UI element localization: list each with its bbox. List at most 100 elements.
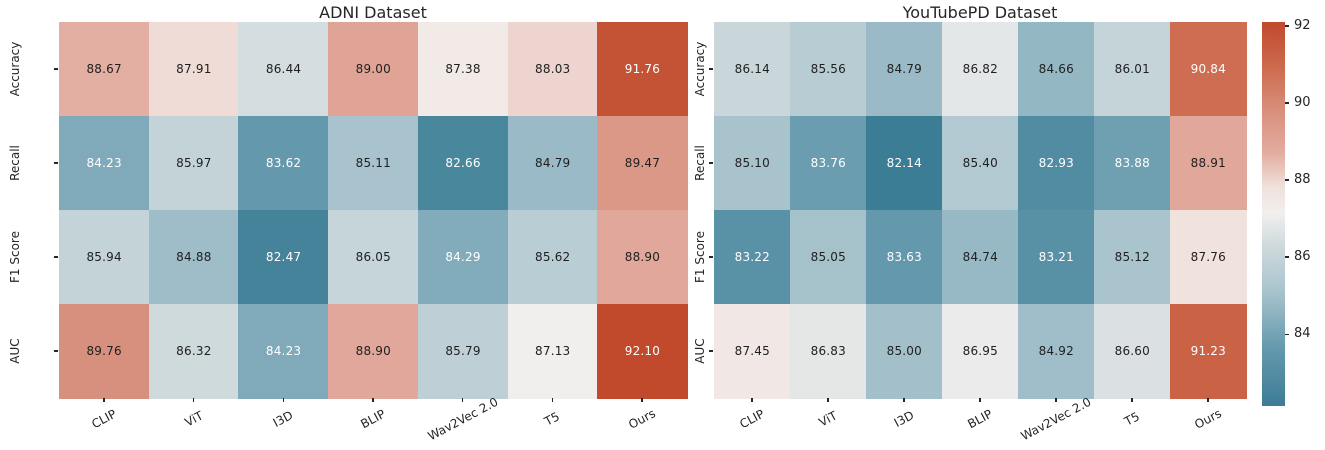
- cell-value: 83.63: [886, 250, 922, 265]
- x-axis-tick: [1131, 398, 1133, 402]
- colorbar-tick: [1285, 179, 1289, 181]
- heatmap-cell: 82.93: [1018, 116, 1095, 211]
- cell-value: 82.14: [886, 156, 922, 171]
- y-axis-tick: [709, 68, 713, 70]
- cell-value: 85.11: [355, 156, 391, 171]
- heatmap-cell: 87.13: [507, 304, 598, 399]
- col-label: ViT: [816, 408, 840, 430]
- row-label: F1 Score: [8, 231, 22, 283]
- left-chart-title: ADNI Dataset: [319, 3, 427, 22]
- heatmap-cell: 84.74: [942, 210, 1019, 305]
- x-axis-tick: [641, 398, 643, 402]
- x-axis-tick: [827, 398, 829, 402]
- heatmap-cell: 86.14: [714, 22, 791, 117]
- cell-value: 85.05: [810, 250, 846, 265]
- heatmap-cell: 84.79: [866, 22, 943, 117]
- cell-value: 89.47: [624, 156, 661, 171]
- heatmap-cell: 92.10: [597, 304, 688, 399]
- row-label: Recall: [693, 145, 707, 181]
- heatmap-cell: 85.05: [790, 210, 867, 305]
- heatmap-cell: 84.92: [1018, 304, 1095, 399]
- row-label: Accuracy: [8, 41, 22, 97]
- col-label: BLIP: [965, 406, 995, 432]
- heatmap-cell: 89.76: [59, 304, 150, 399]
- cell-value: 85.97: [176, 156, 212, 171]
- colorbar-tick: [1285, 25, 1289, 27]
- cell-value: 87.76: [1190, 250, 1226, 265]
- heatmap-cell: 85.00: [866, 304, 943, 399]
- col-label: T5: [1122, 409, 1142, 429]
- x-axis-tick: [903, 398, 905, 402]
- heatmap-cell: 86.95: [942, 304, 1019, 399]
- cell-value: 91.23: [1190, 344, 1226, 359]
- heatmap-cell: 91.76: [597, 22, 688, 117]
- heatmap-cell: 90.84: [1170, 22, 1247, 117]
- heatmap-cell: 88.03: [507, 22, 598, 117]
- cell-value: 86.32: [176, 344, 212, 359]
- heatmap-cell: 85.97: [148, 116, 240, 211]
- heatmap-cell: 85.12: [1094, 210, 1171, 305]
- cell-value: 85.94: [86, 250, 122, 265]
- x-axis-tick: [1207, 398, 1209, 402]
- col-label: CLIP: [89, 406, 119, 432]
- row-label: Accuracy: [693, 41, 707, 97]
- cell-value: 82.47: [265, 250, 302, 265]
- heatmap-cell: 83.21: [1018, 210, 1095, 305]
- heatmap-cell: 82.14: [866, 116, 943, 211]
- cell-value: 84.23: [265, 344, 302, 359]
- heatmap-cell: 88.90: [597, 210, 688, 305]
- heatmap-cell: 85.62: [507, 210, 598, 305]
- x-axis-tick: [1055, 398, 1057, 402]
- heatmap-cell: 86.05: [328, 210, 419, 305]
- cell-value: 89.76: [86, 344, 122, 359]
- heatmap-cell: 85.56: [790, 22, 867, 117]
- heatmap-cell: 88.67: [59, 22, 150, 117]
- y-axis-tick: [54, 68, 58, 70]
- colorbar-tick-label: 90: [1294, 94, 1311, 110]
- heatmap-cell: 88.90: [328, 304, 419, 399]
- col-label: CLIP: [737, 406, 767, 432]
- y-axis-tick: [709, 256, 713, 258]
- cell-value: 86.82: [962, 62, 998, 77]
- heatmap-cell: 86.44: [238, 22, 329, 117]
- x-axis-tick: [979, 398, 981, 402]
- cell-value: 89.00: [355, 62, 391, 77]
- cell-value: 83.21: [1038, 250, 1074, 265]
- heatmap-cell: 85.10: [714, 116, 791, 211]
- col-label: Ours: [1192, 406, 1224, 432]
- cell-value: 88.67: [86, 62, 122, 77]
- heatmap-cell: 87.76: [1170, 210, 1247, 305]
- y-axis-tick: [54, 350, 58, 352]
- colorbar-tick-label: 92: [1294, 17, 1311, 33]
- col-label: I3D: [891, 408, 917, 430]
- heatmap-cell: 85.40: [942, 116, 1019, 211]
- heatmap-cell: 83.62: [238, 116, 329, 211]
- heatmap-cell: 84.29: [417, 210, 509, 305]
- cell-value: 84.29: [445, 250, 481, 265]
- cell-value: 85.79: [445, 344, 481, 359]
- heatmap-cell: 82.47: [238, 210, 329, 305]
- x-axis-tick: [282, 398, 284, 402]
- cell-value: 84.79: [886, 62, 922, 77]
- heatmap-cell: 85.11: [328, 116, 419, 211]
- heatmap-cell: 88.91: [1170, 116, 1247, 211]
- cell-value: 87.38: [445, 62, 481, 77]
- colorbar-tick-label: 86: [1294, 249, 1311, 265]
- cell-value: 84.88: [176, 250, 212, 265]
- heatmap-cell: 82.66: [417, 116, 509, 211]
- cell-value: 90.84: [1190, 62, 1226, 77]
- heatmap-cell: 85.79: [417, 304, 509, 399]
- colorbar-tick: [1285, 333, 1289, 335]
- heatmap-cell: 83.88: [1094, 116, 1171, 211]
- heatmap-cell: 86.82: [942, 22, 1019, 117]
- cell-value: 86.01: [1114, 62, 1150, 77]
- heatmap-cell: 84.66: [1018, 22, 1095, 117]
- heatmap-cell: 86.01: [1094, 22, 1171, 117]
- cell-value: 87.13: [535, 344, 571, 359]
- row-label: F1 Score: [693, 231, 707, 283]
- cell-value: 84.74: [962, 250, 998, 265]
- cell-value: 86.95: [962, 344, 998, 359]
- colorbar-tick-label: 84: [1294, 326, 1311, 342]
- y-axis-tick: [709, 350, 713, 352]
- cell-value: 83.62: [265, 156, 302, 171]
